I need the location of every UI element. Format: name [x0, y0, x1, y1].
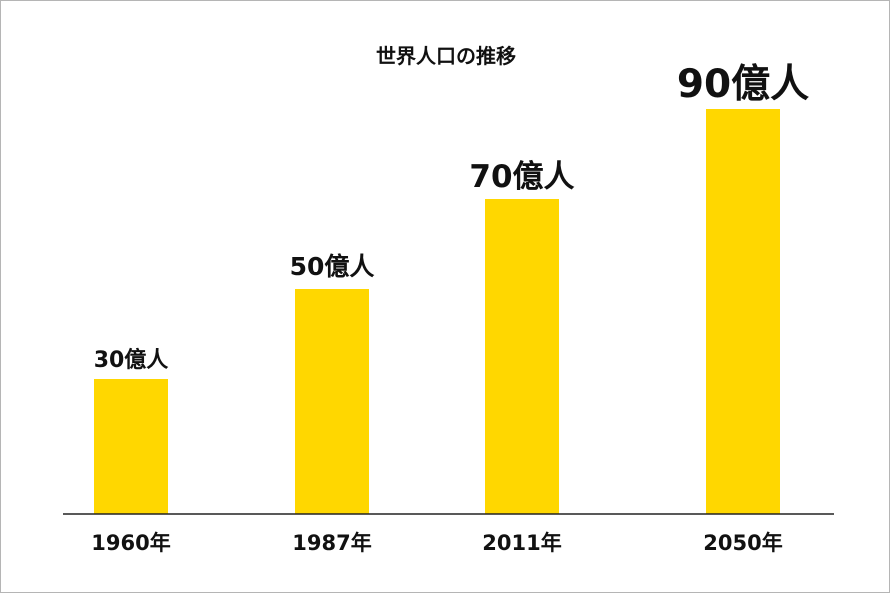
bar-4 — [706, 109, 780, 514]
data-label-2: 50億人 — [290, 252, 375, 281]
data-label-3: 70億人 — [469, 159, 574, 195]
x-tick-labels-group: 1960年 1987年 2011年 2050年 — [91, 531, 782, 555]
x-tick-label-1: 1960年 — [91, 531, 170, 555]
data-labels-group: 30億人 50億人 70億人 90億人 — [94, 62, 809, 373]
x-tick-label-3: 2011年 — [482, 531, 561, 555]
bar-1 — [94, 379, 168, 514]
bar-3 — [485, 199, 559, 514]
x-tick-label-4: 2050年 — [703, 531, 782, 555]
bar-2 — [295, 289, 369, 514]
x-tick-label-2: 1987年 — [292, 531, 371, 555]
data-label-4: 90億人 — [677, 62, 809, 107]
data-label-1: 30億人 — [94, 347, 169, 373]
chart-title: 世界人口の推移 — [376, 44, 516, 68]
bars-group — [94, 109, 780, 514]
